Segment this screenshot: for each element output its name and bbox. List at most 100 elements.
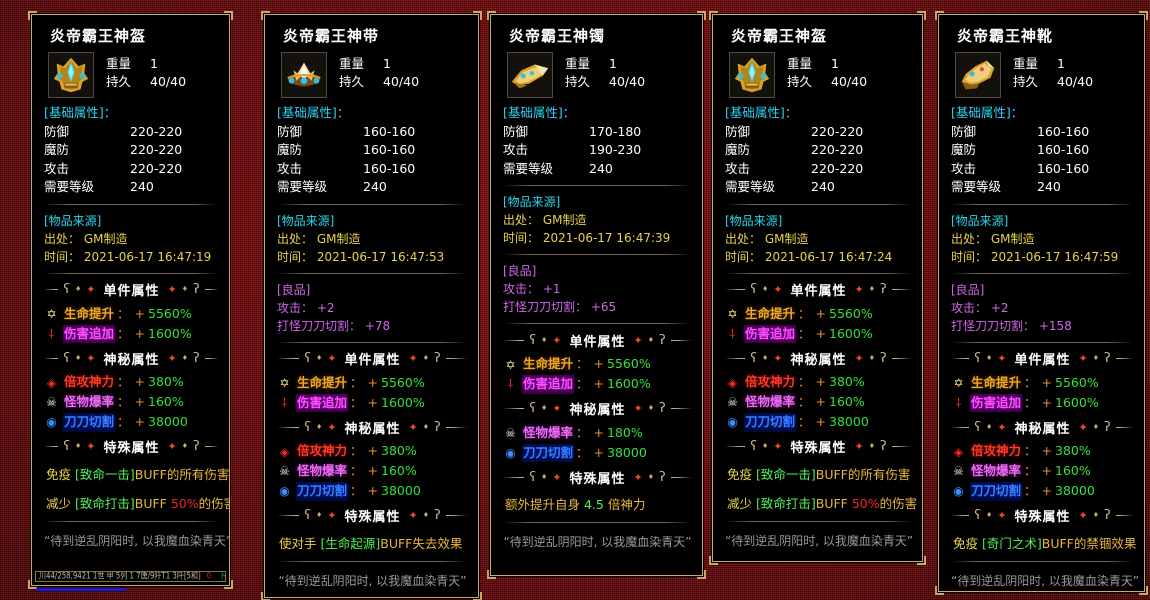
item-meta: 重量 1 持久 40/40: [106, 52, 186, 91]
item-panel-boots[interactable]: 炎帝霸王神靴 重量 1 持久 40/40 [基础属性]： 防御 160-160 魔防 160-1…: [935, 11, 1148, 595]
stat-label: 倍攻神力: [64, 374, 115, 390]
eye-icon: ◉: [505, 445, 516, 460]
divider-rule-left: [44, 289, 59, 291]
divider-rule-right: [891, 289, 913, 291]
divider-curl-left-icon: ʕ: [974, 351, 981, 367]
dragon-helm-icon: [48, 52, 94, 98]
quality-row: 打怪刀刀切割： +158: [951, 317, 1134, 335]
divider-diamond-right-icon: ✦: [854, 351, 864, 365]
item-panel-helmet-right[interactable]: 炎帝霸王神盔 重量 1 持久 40/40 [基础属性]： 防御 220-220 魔防 220-2…: [709, 11, 926, 565]
stat-row-drop: ☠ 怪物爆率： +160%: [277, 462, 468, 481]
item-title: 炎帝霸王神盔: [731, 27, 828, 45]
panel-corner-tr: [697, 11, 706, 20]
item-panel-belt[interactable]: 炎帝霸王神带 重量 1 持久 40/40 [基础属性]： 防御 160-160 魔防 160-1…: [261, 11, 482, 600]
divider-rule-right: [670, 476, 693, 478]
base-attrs-heading: [基础属性]：: [951, 105, 1024, 120]
quality-value: +78: [364, 318, 391, 333]
divider-diamond-right-icon: ✦: [408, 509, 418, 522]
stat-plus: +: [1041, 394, 1053, 410]
stat-colon: ：: [117, 394, 130, 409]
special-segment: [致命一击]: [755, 466, 816, 482]
divider-rule-left: [44, 357, 59, 359]
status-seg-b: 0: [206, 571, 212, 581]
divider-diamond-right-icon: ✦: [167, 440, 177, 453]
durability-line: 持久 40/40: [565, 73, 645, 91]
base-stat-label: 魔防: [44, 142, 70, 158]
base-stat-value: 160-160: [363, 123, 416, 139]
item-title: 炎帝霸王神盔: [50, 27, 147, 45]
stat-plus: +: [134, 413, 146, 429]
divider-curl-left-icon: ʕ: [304, 508, 311, 523]
stat-value: 1600%: [1055, 394, 1099, 410]
divider-diamond-left-icon: ✦: [86, 351, 96, 365]
divider-curl-left-icon: ʕ: [304, 351, 311, 367]
source-time-label: 时间：: [277, 249, 317, 264]
stat-colon: ：: [798, 413, 811, 429]
stat-plus: +: [134, 394, 146, 409]
stat-plus: +: [367, 443, 379, 459]
stat-value: 380%: [381, 443, 417, 459]
base-stat-row: 需要等级 240: [725, 178, 912, 197]
stat-value: 160%: [148, 394, 184, 409]
stat-plus: +: [593, 356, 605, 372]
base-stat-row: 魔防 220-220: [44, 141, 219, 160]
section-divider: ʕ ♦ ✦ 神秘属性 ✦ ♦ ʔ: [951, 418, 1135, 437]
special-segment: 50%: [851, 495, 880, 511]
weight-line: 重量 1: [787, 55, 867, 73]
stat-label: 生命提升: [523, 356, 574, 372]
panel-corner-bl: [487, 570, 496, 579]
stat-colon: ：: [117, 325, 130, 341]
base-stat-row: 需要等级 240: [44, 178, 219, 197]
base-stat-label: 攻击: [44, 160, 70, 176]
weight-line: 重量 1: [106, 55, 186, 73]
divider-small-diamond-right-icon: ♦: [181, 285, 189, 294]
section-divider: ʕ ♦ ✦ 神秘属性 ✦ ♦ ʔ: [725, 349, 913, 368]
divider-rule-right: [204, 446, 220, 447]
divider-label: 单件属性: [569, 334, 626, 350]
stat-colon: ：: [350, 443, 363, 459]
stat-row-dmg: ⸸ 伤害追加： +1600%: [951, 393, 1134, 413]
item-panel-bracer[interactable]: 炎帝霸王神镯 重量 1 持久 40/40 [基础属性]： 防御 170-180 攻击 190-2…: [487, 11, 706, 579]
divider-small-diamond-icon: ♦: [986, 354, 993, 363]
item-panel-helmet-left[interactable]: 炎帝霸王神盔 重量 1 持久 40/40 [基础属性]： 防御 220-220 魔防 220-2…: [28, 11, 233, 591]
special-segment: BUFF: [815, 495, 852, 511]
durability-label: 持久: [787, 74, 813, 90]
special-segment: 使对手: [279, 535, 321, 551]
status-seg-a: 川44/258,9421 1世 甲 5列 1 7唐/9阡T1 3阡[5和]: [39, 571, 201, 581]
panel-corner-tl: [28, 11, 37, 20]
section-rule: [503, 254, 692, 256]
stat-label: 怪物爆率: [523, 424, 574, 440]
divider-curl-left-icon: ʕ: [974, 419, 981, 435]
weight-value: 1: [383, 56, 391, 71]
divider-small-diamond-right-icon: ♦: [647, 335, 655, 344]
quality-label: 攻击：: [951, 300, 991, 315]
section-rule: [503, 522, 692, 524]
divider-label: 特殊属性: [103, 441, 160, 456]
special-segment: 免疫: [46, 466, 75, 482]
base-attrs-heading: [基础属性]：: [725, 105, 798, 120]
section-rule: [277, 341, 468, 343]
skull-icon: ☠: [46, 395, 57, 410]
stat-value: 1600%: [829, 325, 873, 341]
special-line: 额外提升自身 4.5 倍神力: [505, 495, 692, 515]
source-time-value: 2021-06-17 16:47:59: [990, 249, 1119, 264]
quality-value: +1: [542, 282, 561, 297]
divider-rule-right: [670, 339, 693, 341]
divider-label: 神秘属性: [344, 421, 401, 437]
stat-plus: +: [367, 482, 379, 498]
divider-small-diamond-right-icon: ♦: [181, 442, 189, 450]
source-from-row: 出处： GM制造: [44, 230, 219, 248]
section-divider: ʕ ♦ ✦ 特殊属性 ✦ ♦ ʔ: [951, 507, 1135, 525]
stat-value: 1600%: [148, 325, 192, 341]
stat-row-drop: ☠ 怪物爆率： +160%: [725, 393, 912, 412]
divider-curl-left-icon: ʕ: [750, 282, 757, 298]
stat-plus: +: [1041, 374, 1053, 390]
status-strip[interactable]: 川44/258,9421 1世 甲 5列 1 7唐/9阡T1 3阡[5和] 0 卜/…: [35, 571, 226, 582]
special-segment: BUFF: [134, 495, 171, 511]
stat-label: 伤害追加: [970, 393, 1023, 413]
source-time-row: 时间： 2021-06-17 16:47:39: [503, 229, 692, 247]
stat-plus: +: [593, 444, 605, 460]
divider-diamond-right-icon: ✦: [167, 283, 177, 297]
divider-diamond-right-icon: ✦: [408, 420, 418, 434]
stat-plus: +: [815, 374, 827, 390]
